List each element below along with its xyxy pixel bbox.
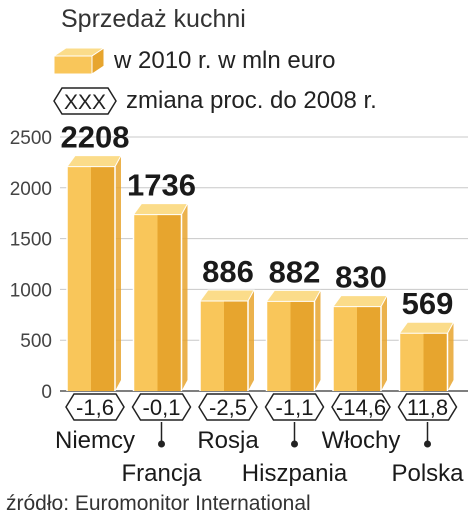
bar-value-label: 886: [202, 254, 254, 289]
change-hexagon: [65, 393, 125, 421]
bar-front-right: [290, 301, 315, 391]
y-tick-label: 1500: [10, 230, 52, 251]
bar-side: [115, 155, 121, 391]
bar-value-label: 882: [269, 254, 321, 289]
bar-top: [66, 155, 122, 168]
bar-top: [199, 289, 255, 302]
bar-front-right: [91, 166, 115, 391]
change-hexagon: [131, 393, 192, 421]
category-label: Polska: [391, 460, 464, 487]
change-pct-label: -1,6: [76, 395, 114, 420]
bar-front-right: [357, 306, 381, 391]
category-label: Niemcy: [55, 427, 135, 454]
category-label: Rosja: [197, 427, 259, 454]
category-label: Włochy: [322, 427, 401, 454]
bar-top: [332, 295, 388, 308]
category-leader-dot: [158, 440, 165, 448]
legend-change: XXX zmiana proc. do 2008 r.: [52, 86, 377, 116]
bar-front-left: [67, 166, 91, 391]
y-tick-label: 2500: [10, 128, 52, 149]
bar-front-left: [200, 300, 224, 391]
bar-side: [447, 322, 454, 391]
change-pct-label: -0,1: [143, 395, 181, 420]
bar-value-label: 2208: [61, 120, 130, 155]
change-hexagon: [198, 393, 258, 421]
category-leader-dot: [291, 440, 298, 448]
change-pct-label: -14,6: [336, 395, 386, 420]
bar-side: [381, 295, 387, 391]
category-label: Francja: [121, 460, 202, 487]
change-pct-label: -1,1: [276, 395, 314, 420]
bar-chart: 0 500 1000 1500 2000 2500 2208 -1,6 Niemcy 1736 -0…: [10, 120, 468, 487]
change-hexagon: [331, 393, 391, 421]
bar-swatch-icon: [52, 47, 106, 75]
bar-top: [265, 289, 322, 302]
bar-front-right: [157, 214, 182, 391]
bar-side: [181, 203, 188, 391]
bar-top: [132, 203, 189, 216]
y-tick-label: 0: [41, 382, 52, 403]
bar-front-right: [423, 333, 448, 391]
bar-front-left: [399, 333, 424, 391]
change-hexagon: [264, 393, 325, 421]
legend-series-label: w 2010 r. w mln euro: [114, 47, 336, 74]
change-hexagon-icon: XXX: [53, 87, 117, 115]
category-leader-dot: [424, 440, 431, 448]
bar-value-label: 830: [335, 260, 387, 295]
bar-value-label: 1736: [127, 168, 196, 203]
legend-series: w 2010 r. w mln euro: [52, 46, 335, 76]
change-pct-label: 11,8: [407, 395, 448, 420]
change-pct-label: -2,5: [209, 395, 247, 420]
chart-title: Sprzedaż kuchni: [61, 5, 246, 33]
y-tick-label: 500: [20, 331, 52, 352]
change-hexagon-symbol: XXX: [64, 91, 106, 114]
bar-front-left: [133, 214, 158, 391]
y-tick-label: 1000: [10, 280, 52, 301]
bar-front-left: [266, 301, 291, 391]
change-hexagon: [397, 393, 458, 421]
category-label: Hiszpania: [242, 460, 348, 487]
bar-front-left: [333, 306, 357, 391]
bar-front-right: [224, 300, 248, 391]
source-note: źródło: Euromonitor International: [6, 492, 311, 515]
legend-change-label: zmiana proc. do 2008 r.: [126, 87, 377, 114]
bar-side: [248, 289, 254, 391]
bar-top: [398, 321, 455, 334]
y-tick-label: 2000: [10, 179, 52, 200]
bar-side: [314, 290, 321, 391]
bar-value-label: 569: [402, 286, 454, 321]
